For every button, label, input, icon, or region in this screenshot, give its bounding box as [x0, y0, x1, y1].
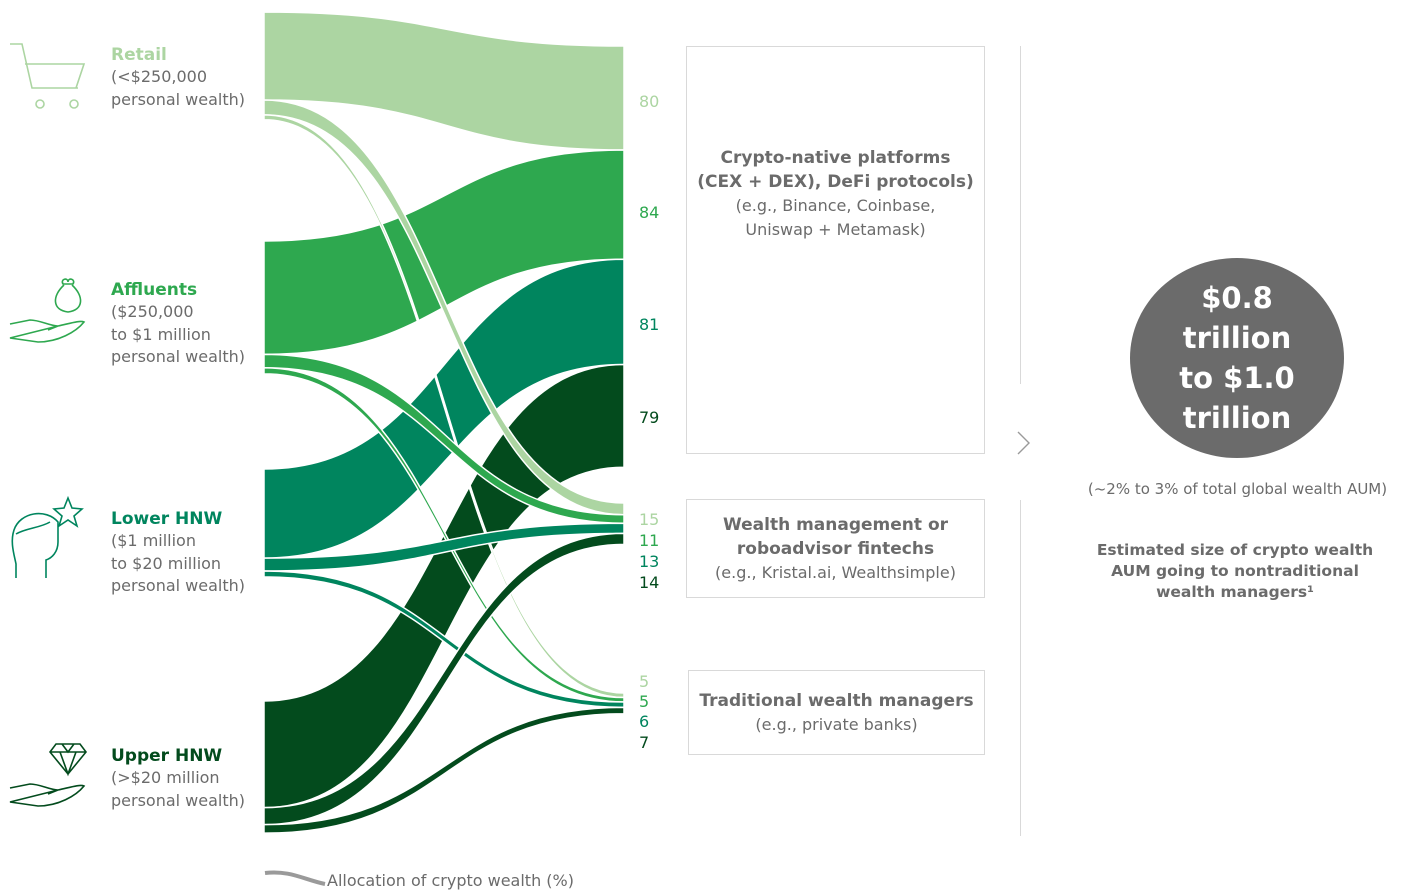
legend-swatch — [264, 870, 326, 886]
segment-desc-retail: (<$250,000 personal wealth) — [111, 67, 246, 109]
segment-title-upper-hnw: Upper HNW — [111, 746, 223, 766]
segment-title-lower-hnw: Lower HNW — [111, 509, 223, 529]
flow-upper-hnw-to-2 — [263, 706, 625, 834]
legend-label: Allocation of crypto wealth (%) — [327, 871, 574, 890]
value-label-affluents-0: 84 — [639, 203, 660, 222]
summary-caption: Estimated size of crypto wealth AUM goin… — [1096, 541, 1374, 601]
value-label-retail-0: 80 — [639, 92, 660, 111]
destination-traditional: Traditional wealth managers (e.g., priva… — [688, 670, 985, 755]
flow-upper-hnw-to-1 — [263, 532, 625, 826]
person-star-icon — [11, 495, 84, 578]
destination-wealth-fintechs: Wealth management or roboadvisor fintech… — [686, 499, 985, 598]
shopping-cart-icon — [10, 43, 86, 109]
value-label-affluents-2: 5 — [639, 692, 650, 711]
flow-affluents-to-1 — [263, 353, 625, 525]
divider-bottom — [1020, 500, 1021, 836]
value-label-lower-hnw-2: 6 — [639, 712, 650, 731]
money-bag-hand-icon — [9, 278, 86, 343]
summary-note: (~2% to 3% of total global wealth AUM) — [1087, 480, 1388, 498]
flow-upper-hnw-to-0 — [263, 363, 625, 809]
chevron-right-icon — [1017, 431, 1030, 455]
value-label-upper-hnw-0: 79 — [639, 408, 660, 427]
value-label-retail-1: 15 — [639, 510, 660, 529]
segment-title-retail: Retail — [111, 45, 167, 65]
destination-crypto-native: Crypto-native platforms (CEX + DEX), DeF… — [686, 46, 985, 454]
diamond-hand-icon — [9, 743, 88, 807]
value-label-retail-2: 5 — [639, 672, 650, 691]
segment-desc-upper-hnw: (>$20 million personal wealth) — [111, 768, 246, 810]
summary-circle: $0.8 trillion to $1.0 trillion — [1130, 258, 1344, 458]
value-label-affluents-1: 11 — [639, 531, 660, 550]
segment-title-affluents: Affluents — [111, 280, 198, 300]
segment-desc-lower-hnw: ($1 million to $20 million personal wealth… — [111, 531, 246, 595]
value-label-lower-hnw-0: 81 — [639, 315, 660, 334]
value-label-lower-hnw-1: 13 — [639, 552, 660, 571]
value-label-upper-hnw-2: 7 — [639, 733, 650, 752]
divider-top — [1020, 46, 1021, 384]
value-label-upper-hnw-1: 14 — [639, 573, 660, 592]
flow-retail-to-0 — [263, 11, 625, 151]
segment-desc-affluents: ($250,000 to $1 million personal wealth) — [111, 302, 246, 366]
